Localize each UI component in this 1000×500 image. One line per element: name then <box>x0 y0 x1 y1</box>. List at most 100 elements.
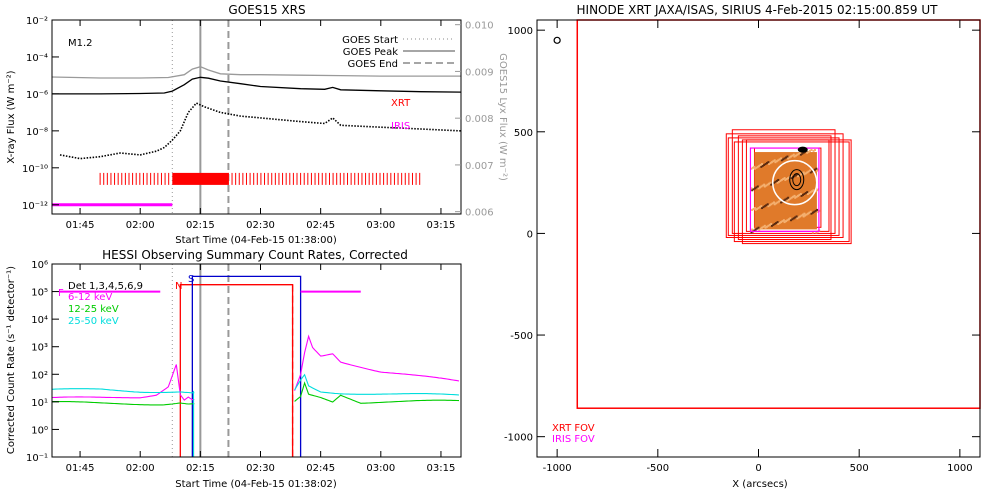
xrt-image-pixel <box>797 216 800 219</box>
hessi-x-axis: 01:45 02:00 02:15 02:30 02:45 03:00 03:15 <box>66 264 455 474</box>
goes-x-axis: 01:45 02:00 02:15 02:30 02:45 03:00 03:15 <box>66 20 455 231</box>
xrt-image-pixel <box>794 216 797 219</box>
xrt-image-pixel <box>770 183 773 186</box>
xrt-image-pixel <box>768 223 771 226</box>
y-tick-label: 500 <box>514 128 533 139</box>
xrt-image-pixel <box>758 186 761 189</box>
xrt-image-pixel <box>793 175 796 178</box>
xrt-image-pixel <box>801 152 804 155</box>
xrt-image-pixel <box>797 175 800 178</box>
xrt-image-pixel <box>787 196 790 199</box>
xrt-image-pixel <box>753 187 756 190</box>
fov-map-panel: HINODE XRT JAXA/ISAS, SIRIUS 4-Feb-2015 … <box>504 3 981 490</box>
x-tick-label: 02:00 <box>126 220 155 231</box>
iris-label: IRIS <box>391 121 410 132</box>
x-tick-label: 02:30 <box>246 463 275 474</box>
xrt-image-pixel <box>757 207 760 210</box>
xrt-image-pixel <box>770 203 773 206</box>
goes-plot-frame <box>51 19 462 215</box>
xrt-image-pixel <box>811 190 814 193</box>
xrt-image-pixel <box>794 154 797 157</box>
fov-y-axis: -1000 -500 0 500 1000 <box>504 26 980 444</box>
xrt-image-pixel <box>809 169 812 172</box>
xrt-image-pixel <box>767 161 770 164</box>
xrt-image-pixel <box>753 207 756 210</box>
flag-letter-n: N <box>175 281 182 292</box>
hessi-x-label: Start Time (04-Feb-15 01:38:02) <box>175 479 337 490</box>
xrt-image-pixel <box>755 166 758 169</box>
xrt-image-pixel <box>766 183 769 186</box>
y-tick-label: 10⁶ <box>31 260 48 271</box>
xrt-image-pixel <box>805 213 808 216</box>
xrt-image-pixel <box>816 210 819 213</box>
y-tick-label: 10⁻⁸ <box>26 127 48 138</box>
xrt-image-pixel <box>777 159 780 162</box>
x-tick-label: 02:00 <box>126 463 155 474</box>
goes-y-label-right: GOES15 Lyx Flux (W m⁻²) <box>497 53 508 181</box>
xrt-image-pixel <box>763 183 766 186</box>
legend-label: GOES Peak <box>343 47 398 58</box>
series-goes_long <box>52 76 462 95</box>
xrt-image-pixel <box>800 214 803 217</box>
y-tick-label: 1000 <box>508 26 533 37</box>
xrt-image-pixel <box>775 160 778 163</box>
xrt-image-pixel <box>778 222 781 225</box>
xrt-image-pixel <box>780 201 783 204</box>
night-flag-bar <box>179 284 294 457</box>
xrt-image-pixel <box>763 224 766 227</box>
xrt-image-pixel <box>803 173 806 176</box>
x-tick-label: 1000 <box>947 463 972 474</box>
xrt-image-pixel <box>815 231 818 234</box>
xrt-image-pixel <box>789 155 792 158</box>
xrt-image-pixel <box>756 185 759 188</box>
xrt-image-pixel <box>780 178 783 181</box>
xrt-image-pixel <box>758 164 761 167</box>
region-contour <box>792 173 802 187</box>
xrt-image-pixel <box>763 185 766 188</box>
series-e25_50 <box>51 388 195 394</box>
xrt-image-pixel <box>794 196 797 199</box>
xrt-image-pixel <box>799 151 802 154</box>
xrt-image-pixel <box>807 170 810 173</box>
xrt-image-pixel <box>760 205 763 208</box>
xrt-image-pixel <box>787 157 790 160</box>
xrt-image-pixel <box>808 192 811 195</box>
xrt-image-pixel <box>752 207 755 210</box>
xrt-image-pixel <box>777 178 780 181</box>
xrt-image-pixel <box>810 148 813 151</box>
xrt-image-pixel <box>789 175 792 178</box>
xrt-image-pixel <box>762 206 765 209</box>
y-tick-label-right: 0.007 <box>465 161 494 172</box>
xrt-image-pixel <box>780 157 783 160</box>
xrt-image-pixel <box>785 156 788 159</box>
goes-y-axis-right: 0.006 0.007 0.008 0.009 0.010 <box>455 21 494 219</box>
hessi-title: HESSI Observing Summary Count Rates, Cor… <box>102 248 408 262</box>
xrt-image-pixel <box>770 224 773 227</box>
saa-flag-bar <box>191 275 302 457</box>
xrt-image-pixel <box>811 231 814 234</box>
xrt-image-pixel <box>816 189 819 192</box>
legend-label: 25-50 keV <box>68 316 119 327</box>
x-tick-label: -500 <box>646 463 669 474</box>
y-tick-label-right: 0.008 <box>465 114 494 125</box>
xrt-image-pixel <box>787 198 790 201</box>
xrt-image-pixel <box>796 173 799 176</box>
y-tick-label: -1000 <box>504 433 533 444</box>
x-tick-label: 01:45 <box>66 220 95 231</box>
xrt-image-pixel <box>796 217 799 220</box>
xrt-image-pixel <box>753 167 756 170</box>
iris-fov-box <box>749 147 820 232</box>
xrt-image-pixel <box>765 225 768 228</box>
xrt-image-pixel <box>755 186 758 189</box>
xrt-image-pixel <box>813 210 816 213</box>
xrt-image-pixel <box>810 212 813 215</box>
xrt-image-pixel <box>774 161 777 164</box>
region-circle <box>771 159 818 206</box>
series-e6_12 <box>51 364 195 401</box>
instrument-labels: XRT IRIS <box>391 98 411 132</box>
xrt-image-pixel <box>763 205 766 208</box>
y-tick-label: 10⁰ <box>31 425 48 436</box>
xrt-image-pixel <box>767 224 770 227</box>
